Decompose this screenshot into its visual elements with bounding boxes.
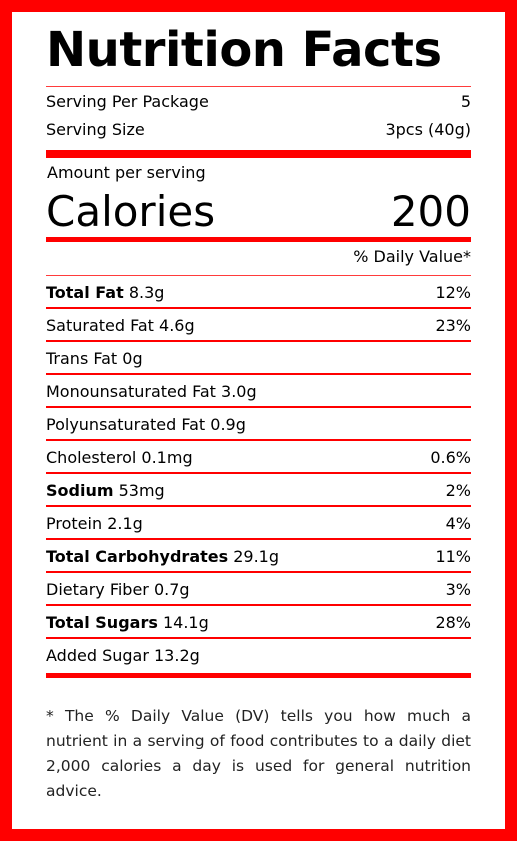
nutrient-name: Polyunsaturated Fat [46, 414, 206, 434]
divider [46, 373, 471, 375]
calories-divider [46, 237, 471, 242]
nutrient-name: Sodium [46, 480, 114, 500]
divider [46, 307, 471, 309]
nutrient-amount: 2.1g [107, 513, 143, 533]
nutrient-name: Total Fat [46, 282, 124, 302]
nutrient-dv: 0.6% [430, 447, 471, 467]
nutrient-amount: 29.1g [233, 546, 280, 566]
divider [46, 340, 471, 342]
nutrient-name: Monounsaturated Fat [46, 381, 216, 401]
nutrient-dv: 23% [435, 315, 471, 335]
nutrient-dv: 4% [445, 513, 471, 533]
nutrient-dv: 28% [435, 612, 471, 632]
nutrient-row-polyunsaturated-fat: Polyunsaturated Fat 0.9g [46, 413, 471, 435]
serving-per-package-row: Serving Per Package 5 [46, 90, 471, 112]
calories-label: Calories [46, 186, 216, 236]
divider [46, 637, 471, 639]
nutrient-row-protein: Protein 2.1g 4% [46, 512, 471, 534]
calories-row: Calories 200 [46, 186, 471, 236]
nutrient-row-added-sugar: Added Sugar 13.2g [46, 644, 471, 666]
amount-per-serving-label: Amount per serving [47, 163, 206, 182]
divider [46, 275, 471, 276]
divider [46, 538, 471, 540]
divider [46, 439, 471, 441]
divider [46, 604, 471, 606]
nutrient-name: Added Sugar [46, 645, 149, 665]
nutrient-name: Trans Fat [46, 348, 118, 368]
nutrient-amount: 0.7g [153, 579, 190, 599]
serving-per-package-value: 5 [460, 91, 471, 111]
nutrient-amount: 0.9g [210, 414, 246, 434]
nutrient-name: Protein [46, 513, 103, 533]
nutrient-row-saturated-fat: Saturated Fat 4.6g 23% [46, 314, 471, 336]
nutrient-name: Total Carbohydrates [46, 546, 229, 566]
bottom-divider [46, 673, 471, 678]
nutrient-dv: 12% [435, 282, 471, 302]
nutrient-row-cholesterol: Cholesterol 0.1mg 0.6% [46, 446, 471, 468]
nutrient-amount: 0.1mg [141, 447, 193, 467]
nutrient-row-total-fat: Total Fat 8.3g 12% [46, 281, 471, 303]
serving-size-row: Serving Size 3pcs (40g) [46, 118, 471, 140]
nutrient-amount: 13.2g [154, 645, 200, 665]
divider [46, 86, 471, 87]
nutrient-dv: 2% [445, 480, 471, 500]
serving-size-label: Serving Size [46, 119, 145, 139]
nutrient-row-monounsaturated-fat: Monounsaturated Fat 3.0g [46, 380, 471, 402]
divider [46, 406, 471, 408]
nutrient-name: Dietary Fiber [46, 579, 149, 599]
nutrient-name: Cholesterol [46, 447, 137, 467]
nutrient-row-dietary-fiber: Dietary Fiber 0.7g 3% [46, 578, 471, 600]
nutrient-name: Saturated Fat [46, 315, 154, 335]
nutrient-amount: 4.6g [159, 315, 195, 335]
nutrient-dv: 3% [445, 579, 471, 599]
footnote: * The % Daily Value (DV) tells you how m… [46, 707, 471, 800]
nutrient-row-trans-fat: Trans Fat 0g [46, 347, 471, 369]
thick-divider [46, 150, 471, 158]
divider [46, 472, 471, 474]
divider [46, 505, 471, 507]
nutrient-dv: 11% [435, 546, 471, 566]
nutrient-row-total-carbohydrates: Total Carbohydrates 29.1g 11% [46, 545, 471, 567]
nutrient-row-total-sugars: Total Sugars 14.1g 28% [46, 611, 471, 633]
daily-value-header: % Daily Value* [353, 247, 471, 266]
serving-per-package-label: Serving Per Package [46, 91, 209, 111]
serving-size-value: 3pcs (40g) [385, 119, 471, 139]
nutrient-amount: 14.1g [162, 612, 209, 632]
nutrient-amount: 0g [122, 348, 143, 368]
nutrient-row-sodium: Sodium 53mg 2% [46, 479, 471, 501]
nutrient-name: Total Sugars [46, 612, 158, 632]
divider [46, 571, 471, 573]
nutrient-amount: 3.0g [221, 381, 257, 401]
nutrient-amount: 53mg [118, 480, 165, 500]
label-title: Nutrition Facts [46, 22, 442, 78]
nutrient-amount: 8.3g [128, 282, 165, 302]
calories-value: 200 [390, 186, 471, 236]
